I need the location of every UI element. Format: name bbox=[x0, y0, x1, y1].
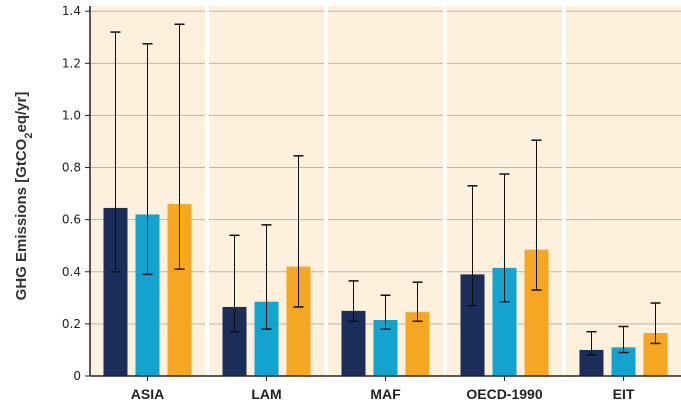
y-tick-label: 0 bbox=[73, 369, 81, 383]
error-bar-asia-3 bbox=[174, 23, 185, 270]
error-bar-maf-1 bbox=[348, 280, 359, 323]
y-tick-label: 0.6 bbox=[62, 213, 81, 227]
error-bar-lam-3 bbox=[293, 155, 304, 308]
category-labels: ASIA LAM MAF OECD-1990 EIT bbox=[131, 386, 635, 402]
error-bar-oecd-1990-3 bbox=[531, 139, 542, 291]
error-bar-oecd-1990-1 bbox=[467, 185, 478, 307]
category-label-asia: ASIA bbox=[131, 386, 164, 402]
error-bar-asia-2 bbox=[142, 43, 153, 276]
error-bar-eit-3 bbox=[650, 302, 661, 345]
error-bar-maf-3 bbox=[412, 281, 423, 323]
y-tick-label: 0.2 bbox=[62, 317, 81, 331]
y-tick-label: 1.0 bbox=[62, 108, 81, 122]
y-tick-label: 0.8 bbox=[62, 161, 81, 175]
error-bars bbox=[110, 23, 661, 356]
axes bbox=[85, 6, 681, 381]
y-tick-label: 1.2 bbox=[62, 56, 81, 70]
category-label-maf: MAF bbox=[370, 386, 401, 402]
y-axis-label-suffix: eq/yr] bbox=[13, 92, 30, 133]
error-bar-asia-1 bbox=[110, 31, 121, 273]
y-tick-labels: 0 0.2 0.4 0.6 0.8 1.0 1.2 1.4 bbox=[62, 4, 81, 383]
category-label-eit: EIT bbox=[613, 386, 635, 402]
error-bar-oecd-1990-2 bbox=[499, 173, 510, 303]
panels bbox=[90, 6, 681, 376]
y-axis-label-prefix: GHG Emissions [GtCO bbox=[13, 138, 30, 300]
error-bar-lam-2 bbox=[261, 224, 272, 330]
error-bar-lam-1 bbox=[229, 234, 240, 333]
error-bar-eit-2 bbox=[618, 325, 629, 354]
y-tick-label: 0.4 bbox=[62, 265, 81, 279]
panel-eit bbox=[566, 6, 681, 376]
category-label-oecd-1990: OECD-1990 bbox=[466, 386, 542, 402]
error-bar-maf-2 bbox=[380, 294, 391, 330]
y-axis-label-subscript: 2 bbox=[23, 133, 35, 139]
y-tick-label: 1.4 bbox=[62, 4, 81, 18]
category-label-lam: LAM bbox=[251, 386, 281, 402]
y-axis-label: GHG Emissions [GtCO2eq/yr] bbox=[13, 92, 35, 301]
error-bar-eit-1 bbox=[586, 330, 597, 356]
bar-maf-3 bbox=[405, 312, 430, 376]
